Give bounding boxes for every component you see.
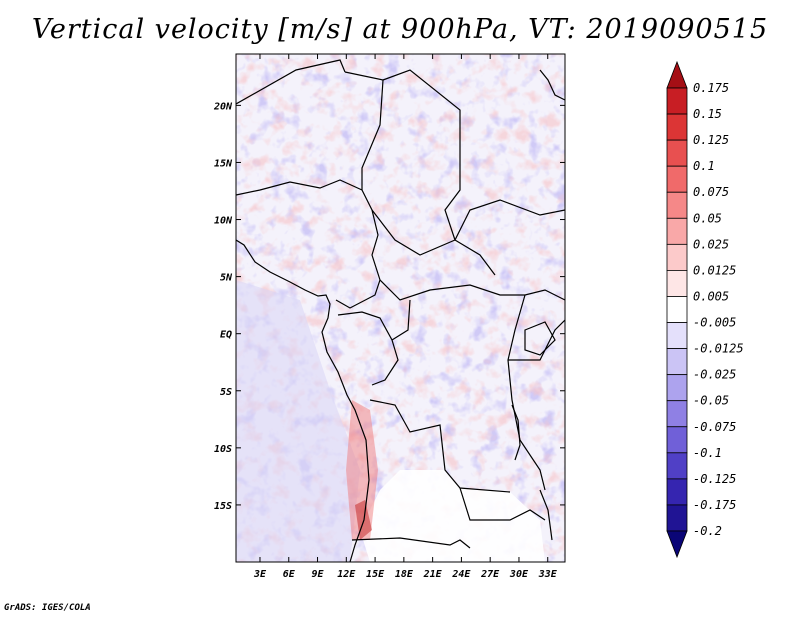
border-drc-east — [507, 294, 546, 491]
colorbar-label: 0.125 — [693, 133, 729, 147]
lon-tick-label: 24E — [451, 569, 471, 580]
border-sudan-south — [454, 199, 565, 241]
border-zambia — [459, 487, 546, 521]
lat-tick-label: 20N — [213, 101, 233, 112]
colorbar-bin — [666, 139, 688, 167]
lat-tick-label: 10N — [214, 216, 233, 227]
colorbar-label: 0.005 — [693, 289, 729, 303]
colorbar: 0.175 0.15 0.125 0.1 0.075 0.05 0.025 0.0125 0.0… — [666, 60, 744, 559]
colorbar-label: 0.175 — [693, 81, 729, 95]
colorbar-label: -0.025 — [693, 368, 736, 382]
colorbar-bin — [666, 478, 688, 506]
colorbar-label: 0.1 — [693, 159, 715, 173]
ocean-subsidence-area — [236, 280, 360, 562]
border-angola-namibia — [351, 537, 471, 549]
longitude-axis: 3E 6E 9E 12E 15E 18E 21E 24E 27E 30E 33E — [253, 54, 558, 580]
colorbar-label: -0.175 — [693, 498, 736, 512]
lat-tick-label: 10S — [214, 444, 232, 455]
border-nigeria-cameroon — [335, 189, 381, 309]
border-congo-drc — [391, 299, 411, 341]
border-chad-libya-sudan — [382, 69, 461, 241]
lon-tick-label: 3E — [253, 569, 267, 580]
coastal-ascent-area — [346, 400, 378, 540]
colorbar-bin — [666, 165, 688, 193]
colorbar-bin — [666, 530, 688, 559]
colorbar-label: 0.0125 — [693, 263, 736, 277]
border-chad-car — [371, 209, 496, 276]
colorbar-label: -0.05 — [693, 394, 729, 408]
colorbar-label: -0.1 — [693, 446, 722, 460]
colorbar-bin — [666, 60, 688, 89]
colorbar-bin — [666, 217, 688, 245]
colorbar-label: -0.0125 — [693, 342, 744, 356]
border-car-south — [379, 279, 525, 301]
lat-tick-label: 5S — [220, 387, 232, 398]
colorbar-bin — [666, 296, 688, 323]
grads-credit: GrADS: IGES/COLA — [4, 603, 91, 613]
lon-tick-label: 12E — [337, 569, 356, 580]
colorbar-bin — [666, 243, 688, 271]
lat-tick-label: 15S — [214, 501, 232, 512]
border-sahel-south — [236, 179, 363, 196]
colorbar-bin — [666, 87, 688, 115]
lon-tick-label: 33E — [538, 569, 558, 580]
border-east-africa — [508, 319, 565, 361]
lake-malawi — [539, 489, 553, 541]
colorbar-bin — [666, 374, 688, 402]
lon-tick-label: 18E — [395, 569, 414, 580]
coastline-west-africa — [236, 239, 370, 562]
colorbar-label: 0.025 — [693, 237, 729, 251]
lat-tick-label: 15N — [214, 158, 233, 169]
colorbar-label: 0.05 — [693, 211, 722, 225]
lon-tick-label: 15E — [366, 569, 385, 580]
colorbar-label: 0.075 — [693, 185, 729, 199]
colorbar-bin — [666, 400, 688, 428]
border-ssudan-ethiopia — [524, 289, 565, 301]
lon-tick-label: 21E — [423, 569, 443, 580]
colorbar-label: -0.125 — [693, 472, 736, 486]
country-borders — [236, 59, 565, 562]
lat-tick-label: 5N — [220, 273, 233, 284]
lon-tick-label: 30E — [509, 569, 529, 580]
lake-victoria — [524, 321, 556, 356]
colorbar-bin — [666, 452, 688, 480]
colorbar-label: -0.075 — [693, 420, 736, 434]
border-niger-libya-chad — [344, 71, 384, 190]
lon-tick-label: 27E — [480, 569, 500, 580]
colorbar-bin — [666, 426, 688, 454]
lon-tick-label: 6E — [283, 569, 296, 580]
latitude-axis: 20N 15N 10N 5N EQ 5S 10S 15S — [213, 101, 565, 512]
lat-tick-label: EQ — [220, 330, 232, 341]
colorbar-bin — [666, 191, 688, 219]
colorbar-label: -0.005 — [693, 316, 736, 330]
red-sea-coast — [539, 69, 565, 101]
border-niger-algeria — [236, 59, 346, 105]
colorbar-bin — [666, 348, 688, 376]
map-frame — [235, 53, 566, 563]
lake-tanganyika — [511, 404, 521, 461]
colorbar-label: -0.2 — [693, 524, 722, 538]
colorbar-bin — [666, 270, 688, 297]
colorbar-bin — [666, 113, 688, 141]
map-title: Vertical velocity [m/s] at 900hPa, VT: 2… — [31, 14, 769, 45]
colorbar-label: 0.15 — [693, 107, 722, 121]
colorbar-bin — [666, 504, 688, 532]
shaded-velocity-field — [236, 54, 565, 562]
colorbar-bin — [666, 322, 688, 349]
lon-tick-label: 9E — [312, 569, 325, 580]
